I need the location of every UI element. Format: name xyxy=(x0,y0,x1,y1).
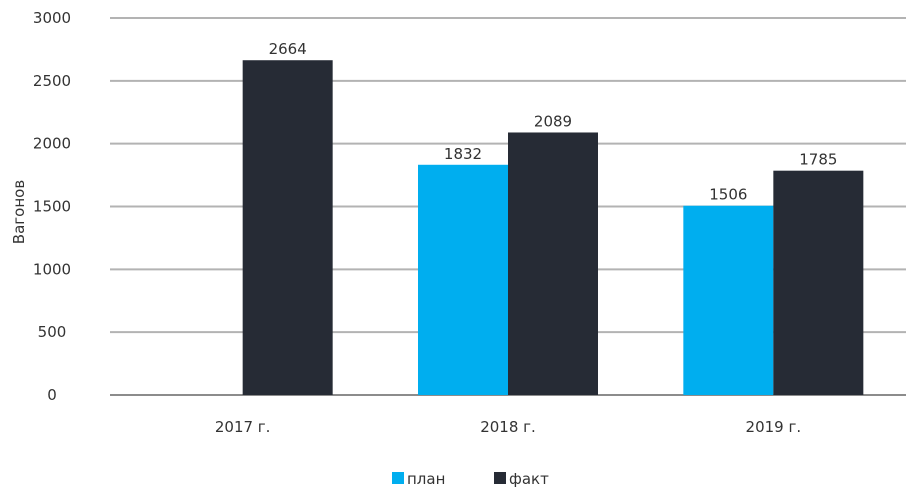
x-tick-label: 2018 г. xyxy=(480,418,536,436)
data-label: 1832 xyxy=(444,145,482,163)
y-tick-label: 1000 xyxy=(33,260,71,278)
y-tick-label: 1500 xyxy=(33,198,71,216)
legend-label-факт: факт xyxy=(509,470,549,488)
legend-swatch-факт xyxy=(494,472,506,484)
data-label: 2664 xyxy=(269,40,307,58)
legend-swatch-план xyxy=(392,472,404,484)
y-axis-title: Вагонов xyxy=(10,180,28,244)
bar-план xyxy=(683,205,774,395)
x-tick-label: 2019 г. xyxy=(746,418,802,436)
data-labels: 2664 1832 2089 1506 1785 xyxy=(269,40,838,204)
y-axis-ticks: 0 500 1000 1500 2000 2500 3000 xyxy=(33,9,71,404)
bar-факт xyxy=(773,170,864,395)
y-tick-label: 500 xyxy=(38,323,67,341)
data-label: 1506 xyxy=(709,186,747,204)
legend-label-план: план xyxy=(407,470,445,488)
y-tick-label: 2500 xyxy=(33,72,71,90)
data-label: 1785 xyxy=(799,151,837,169)
x-tick-label: 2017 г. xyxy=(215,418,271,436)
bar-факт xyxy=(508,132,598,395)
bar-план xyxy=(418,164,508,395)
x-axis-ticks: 2017 г. 2018 г. 2019 г. xyxy=(215,418,801,436)
bar-факт xyxy=(242,60,333,395)
y-tick-label: 3000 xyxy=(33,9,71,27)
data-label: 2089 xyxy=(534,112,572,130)
bars xyxy=(242,60,864,395)
y-tick-label: 2000 xyxy=(33,135,71,153)
legend: план факт xyxy=(392,470,549,488)
y-tick-label: 0 xyxy=(47,386,57,404)
